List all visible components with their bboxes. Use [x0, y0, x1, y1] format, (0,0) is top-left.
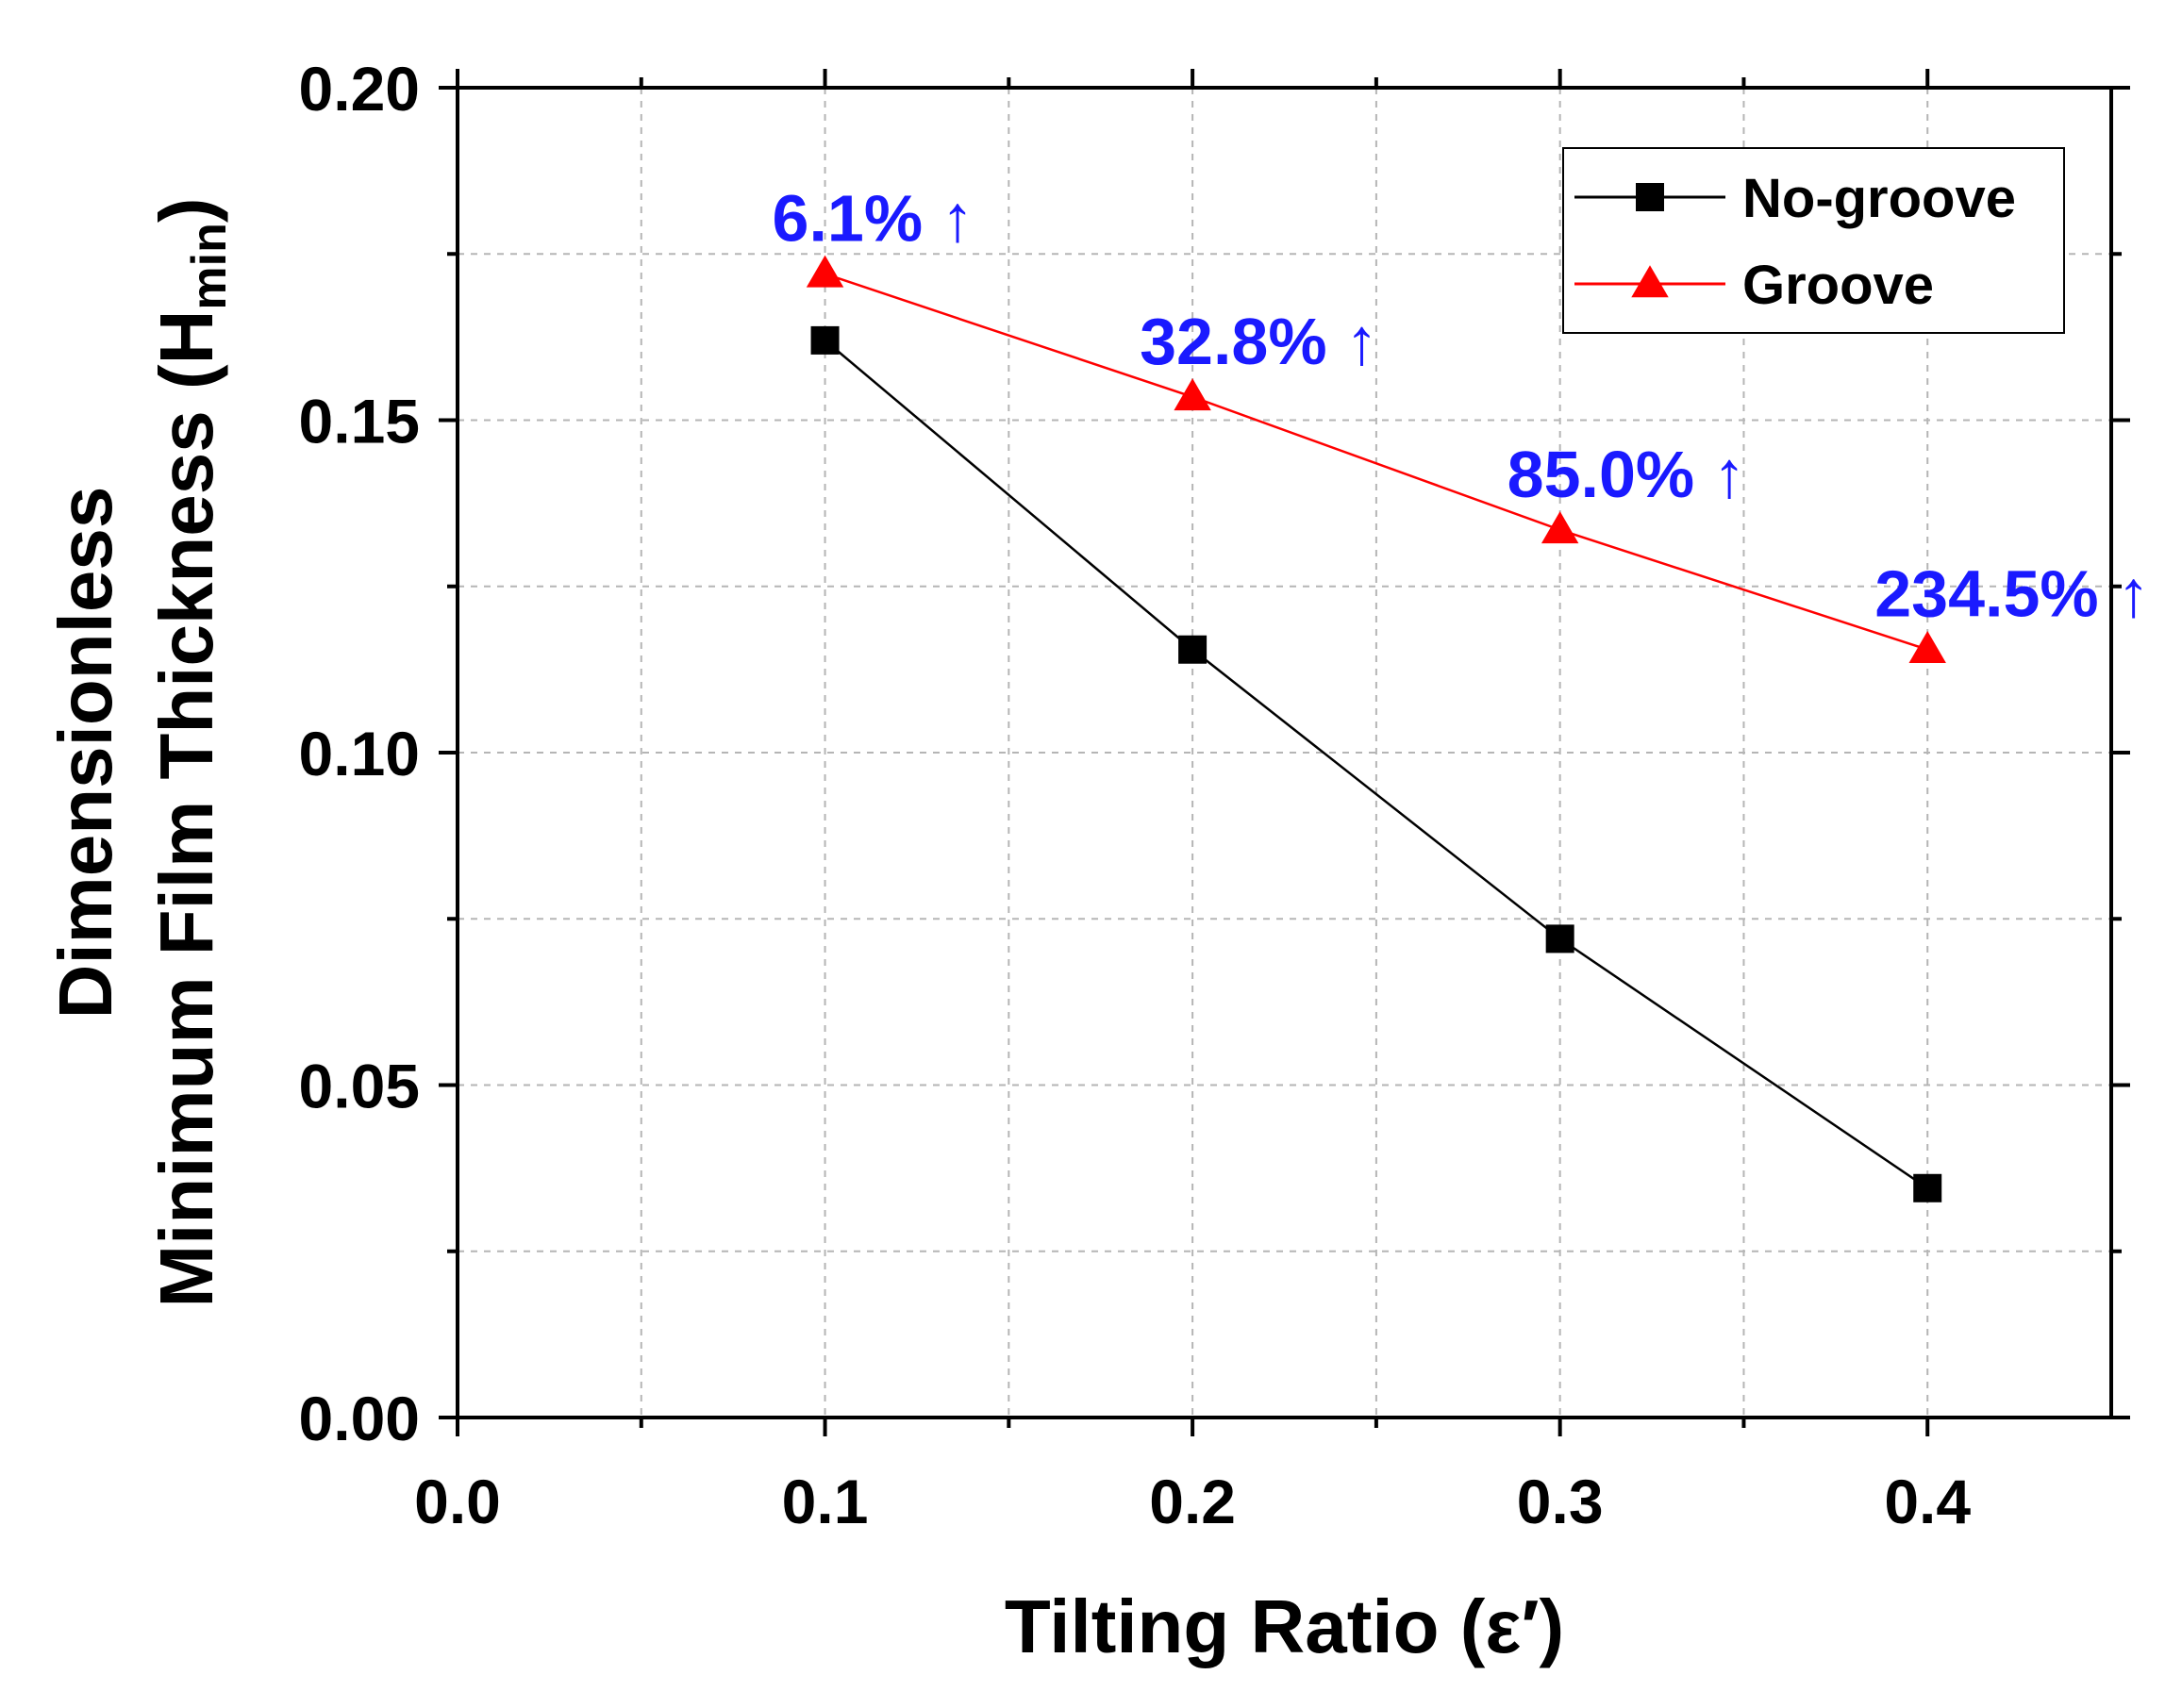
- x-tick-label: 0.0: [414, 1467, 501, 1536]
- data-point-groove: [1541, 511, 1579, 544]
- series-line-no-groove: [824, 339, 1928, 1189]
- legend: No-groove Groove: [1562, 147, 2065, 334]
- grid: [458, 88, 2111, 1418]
- y-tick-label: 0.15: [299, 387, 420, 456]
- data-point-groove: [1174, 378, 1211, 411]
- data-point-no-groove: [1545, 924, 1574, 953]
- series-line-groove: [824, 273, 1928, 651]
- annotation-label: 234.5% ↑: [1874, 557, 2150, 631]
- legend-label-groove: Groove: [1742, 255, 1934, 316]
- ticks: 0.0 0.1 0.2 0.3 0.4 0.00 0.05 0.10 0.15 0.20: [299, 54, 2130, 1536]
- annotations: 6.1% ↑ 32.8% ↑ 85.0% ↑ 234.5% ↑: [773, 181, 2151, 630]
- y-tick-label: 0.05: [299, 1052, 420, 1121]
- annotation-label: 6.1% ↑: [773, 181, 974, 255]
- x-tick-label: 0.3: [1517, 1467, 1604, 1536]
- data-point-no-groove: [1178, 635, 1208, 664]
- legend-box: [1562, 147, 2065, 334]
- x-tick-label: 0.1: [782, 1467, 869, 1536]
- y-tick-label: 0.00: [299, 1384, 420, 1453]
- data-point-groove: [806, 255, 844, 288]
- x-tick-label: 0.4: [1884, 1467, 1971, 1536]
- y-axis-title: Dimensionless Minimum Film Thickness (Hm…: [43, 197, 237, 1307]
- y-axis-title-suffix: ): [144, 197, 228, 223]
- annotation-label: 85.0% ↑: [1507, 438, 1746, 511]
- legend-marker-groove: [1631, 265, 1669, 298]
- y-axis-title-subscript: min: [182, 223, 237, 309]
- annotation-label: 32.8% ↑: [1140, 305, 1378, 378]
- data-point-no-groove: [1913, 1173, 1942, 1202]
- y-axis-title-line2: Minimum Film Thickness (Hmin): [144, 197, 237, 1307]
- x-axis-title: Tilting Ratio (ε′): [1005, 1584, 1564, 1668]
- y-tick-label: 0.10: [299, 719, 420, 788]
- series-layer: [806, 255, 1946, 1202]
- legend-marker-no-groove: [1636, 183, 1664, 211]
- y-tick-label: 0.20: [299, 54, 420, 124]
- y-axis-title-prefix: Minimum Film Thickness (H: [144, 310, 228, 1308]
- y-axis-title-line1: Dimensionless: [43, 487, 127, 1020]
- x-tick-label: 0.2: [1149, 1467, 1236, 1536]
- data-point-no-groove: [810, 325, 840, 355]
- data-point-groove: [1908, 631, 1946, 664]
- legend-label-no-groove: No-groove: [1742, 168, 2016, 229]
